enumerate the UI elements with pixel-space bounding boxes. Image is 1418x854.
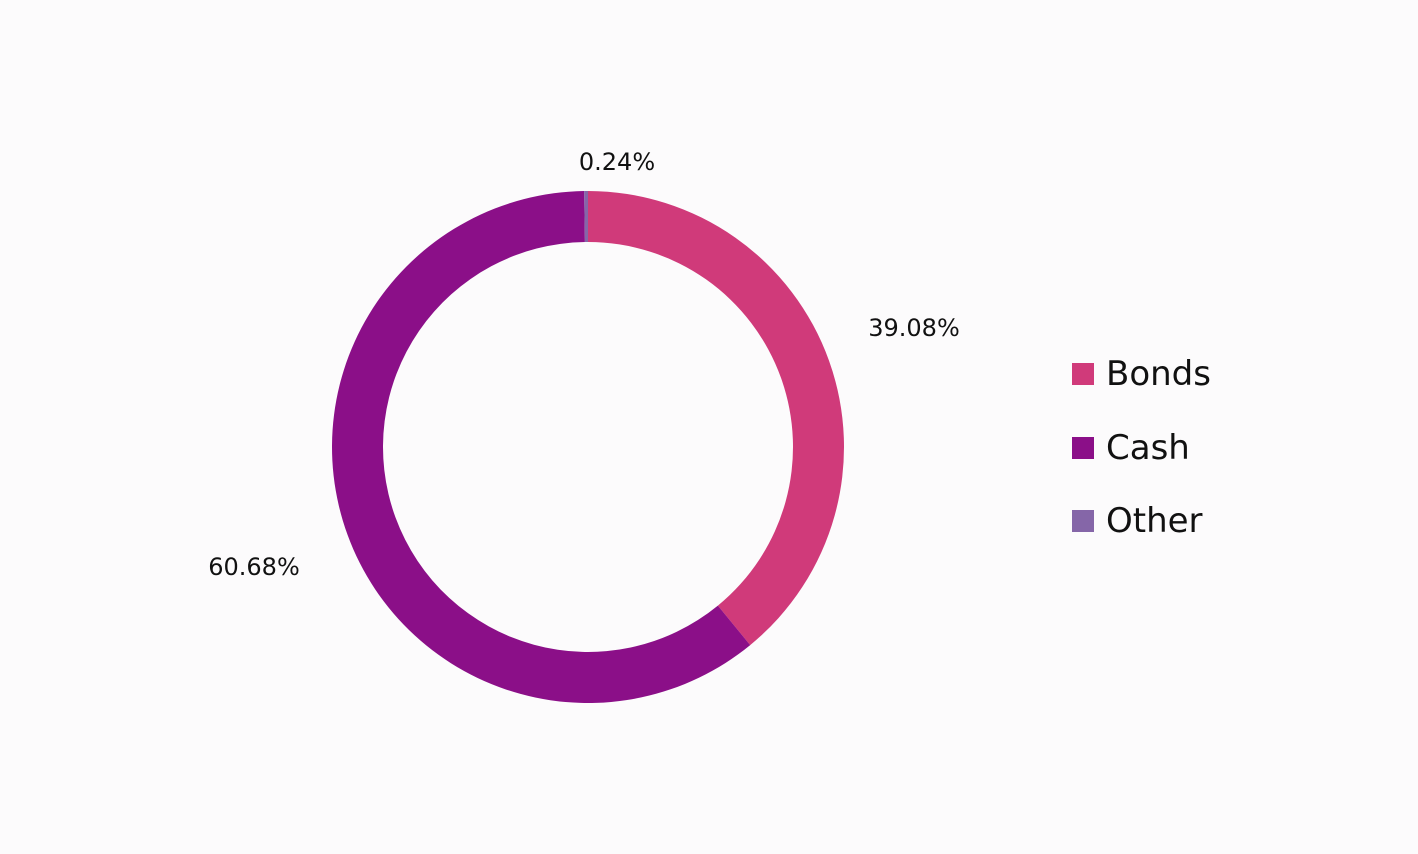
legend-item-bonds: Bonds <box>1072 352 1372 396</box>
slice-labels: 39.08% 60.68% 0.24% <box>208 148 960 581</box>
legend-label-cash: Cash <box>1106 427 1190 468</box>
donut-slice-bonds <box>588 191 844 646</box>
legend-swatch-other <box>1072 510 1094 532</box>
donut-slice-other <box>584 191 588 243</box>
legend-item-cash: Cash <box>1072 426 1372 470</box>
slice-label-bonds: 39.08% <box>868 314 960 342</box>
legend-swatch-bonds <box>1072 363 1094 385</box>
slice-label-other: 0.24% <box>579 148 655 176</box>
donut-slices <box>332 191 844 704</box>
legend-label-other: Other <box>1106 501 1203 541</box>
donut-slice-cash <box>332 191 751 704</box>
legend-swatch-cash <box>1072 436 1094 459</box>
slice-label-cash: 60.68% <box>208 553 300 581</box>
legend-item-other: Other <box>1072 499 1372 543</box>
legend-label-bonds: Bonds <box>1106 354 1211 394</box>
chart-legend: Bonds Cash Other <box>1072 352 1372 573</box>
